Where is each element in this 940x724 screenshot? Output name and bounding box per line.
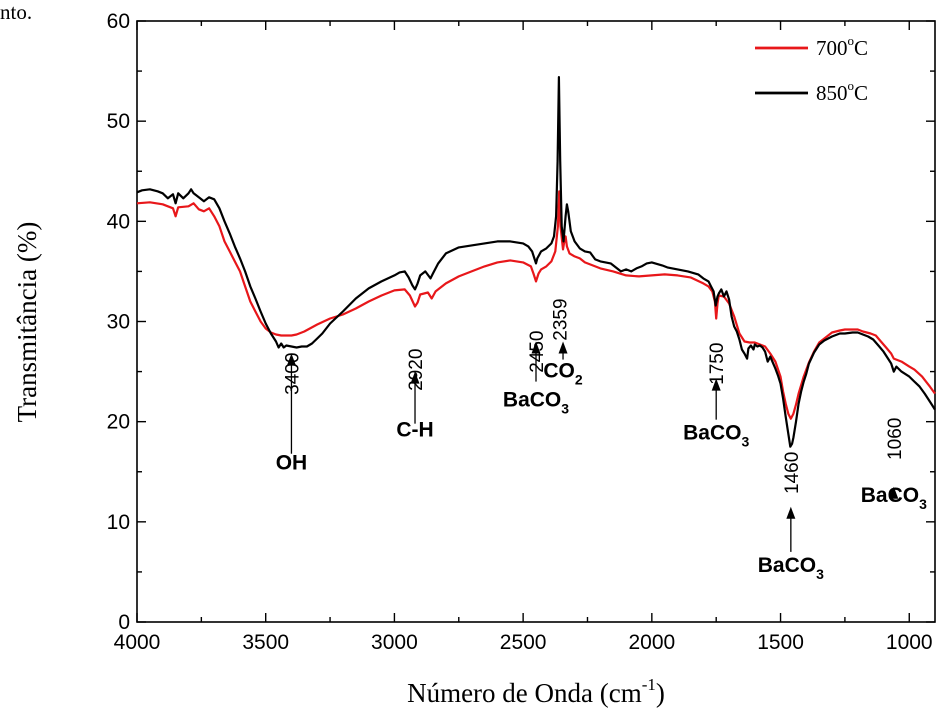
annotation-label: BaCO3 [758, 554, 824, 582]
y-tick-label: 50 [107, 110, 130, 133]
annotation-wavenumber: 3400 [282, 353, 303, 395]
x-tick-label: 2500 [500, 631, 547, 654]
annotation-wavenumber: 1750 [707, 343, 728, 385]
x-tick-label: 3500 [242, 631, 289, 654]
x-axis-label-end: ) [656, 678, 665, 708]
page-fragment: nto. [0, 0, 33, 24]
legend-label: 700oC [816, 33, 868, 60]
annotation-arrowhead [286, 353, 296, 366]
annotation-subscript: 3 [919, 496, 927, 512]
x-tick-label: 2000 [628, 631, 675, 654]
annotation-arrowhead [558, 341, 568, 354]
legend-unit: C [854, 81, 868, 105]
annotation-subscript: 3 [561, 401, 569, 417]
legend-superscript: o [848, 33, 855, 48]
x-tick-label: 3000 [371, 631, 418, 654]
axis-labels: Número de Onda (cm-1) Transmitância (%) [12, 222, 665, 708]
annotation-label: BaCO3 [683, 422, 749, 450]
x-axis-label-superscript: -1 [642, 675, 656, 694]
legend-unit: C [854, 36, 868, 60]
annotation-label: BaCO3 [503, 389, 569, 417]
y-tick-label: 60 [107, 10, 130, 33]
series-group [136, 76, 936, 448]
y-tick-label: 20 [107, 411, 130, 434]
annotation-wavenumber: 1460 [782, 452, 803, 494]
annotation-wavenumber: 2920 [406, 349, 427, 391]
x-tick-label: 1000 [886, 631, 933, 654]
x-tick-label: 1500 [757, 631, 804, 654]
legend: 700oC 850oC [755, 33, 868, 105]
legend-label: 850oC [816, 78, 868, 105]
annotation-arrowhead [410, 371, 420, 384]
annotation-wavenumber: 1060 [885, 418, 906, 460]
annotation-wavenumber: 2450 [527, 331, 548, 373]
x-axis-label: Número de Onda (cm-1) [407, 675, 665, 708]
annotation-label: BaCO3 [861, 484, 927, 512]
y-axis-label: Transmitância (%) [12, 222, 42, 423]
annotation-subscript: 3 [741, 434, 749, 450]
annotations-group: 3400 OH 2920 C-H 2450 BaCO3 2359 CO2 1750 BaCO3 14… [276, 298, 927, 581]
plot-frame [136, 20, 936, 623]
series-line-700 [136, 190, 936, 420]
annotation-subscript: 2 [575, 372, 583, 388]
annotation-subscript: 3 [816, 566, 824, 582]
annotation-label: CO2 [543, 360, 583, 388]
x-tick-label: 4000 [114, 631, 161, 654]
annotation-arrowhead [531, 341, 541, 354]
y-tick-label: 40 [107, 210, 130, 233]
annotation-wavenumber: 2359 [550, 298, 571, 340]
annotation-arrowhead [786, 506, 796, 519]
legend-superscript: o [848, 78, 855, 93]
axes: 4000 3500 3000 2500 2000 1500 1000 0 10 20 30 40 50 6… [107, 10, 936, 654]
annotation-label: OH [276, 452, 308, 475]
y-tick-label: 30 [107, 311, 130, 334]
series-line-850 [136, 76, 936, 448]
annotation-arrowhead [889, 486, 899, 499]
annotation-label: C-H [396, 419, 433, 442]
y-tick-label: 10 [107, 511, 130, 534]
y-tick-label: 0 [118, 611, 130, 634]
annotation-arrowhead [711, 378, 721, 391]
